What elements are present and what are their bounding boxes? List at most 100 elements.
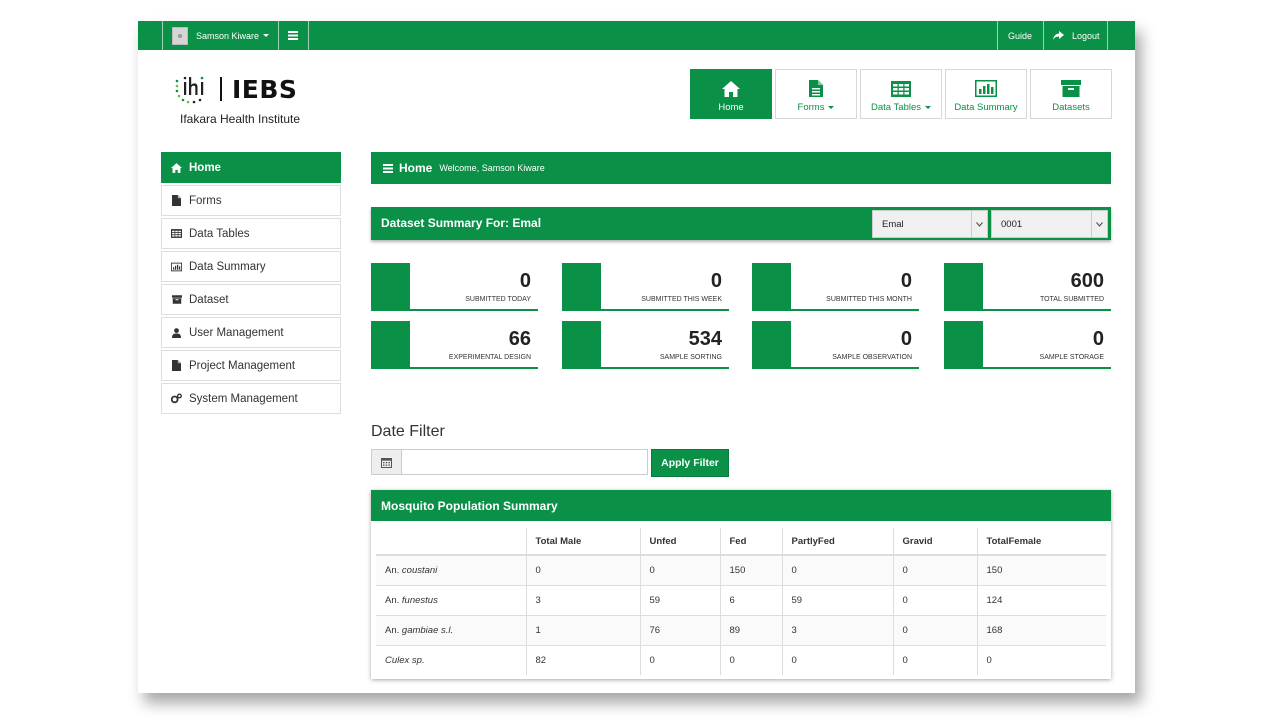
top-navbar: Samson Kiware Guide Logout: [138, 21, 1135, 50]
bar-chart-icon: [171, 261, 182, 272]
table-cell: 89: [719, 614, 782, 645]
dataset-select-value: Emal: [882, 218, 904, 230]
table-cell: 150: [976, 554, 1106, 585]
gears-icon: [171, 393, 182, 404]
tile-datasets[interactable]: Datasets: [1030, 69, 1112, 119]
table-cell: 1: [525, 614, 640, 645]
tile-forms[interactable]: Forms: [775, 69, 857, 119]
logout-link[interactable]: Logout: [1053, 21, 1100, 50]
tile-text: Data Tables: [871, 102, 921, 113]
sidebar-item-label: Dataset: [189, 293, 229, 306]
card-accent: [752, 263, 791, 311]
card-underline: [371, 309, 538, 311]
stat-label: SUBMITTED THIS MONTH: [826, 296, 912, 303]
tile-home[interactable]: Home: [690, 69, 772, 119]
tile-data-summary[interactable]: Data Summary: [945, 69, 1027, 119]
mosquito-summary-panel: Mosquito Population Summary Total Male U…: [371, 490, 1111, 679]
stat-card-total-submitted: 600 TOTAL SUBMITTED: [944, 263, 1111, 311]
stat-label: SAMPLE OBSERVATION: [832, 354, 912, 361]
home-icon: [171, 162, 182, 173]
table-cell: 0: [892, 554, 977, 585]
share-arrow-icon: [1053, 31, 1064, 40]
page-title: Home: [399, 161, 433, 175]
species: gambiae s.l.: [401, 624, 454, 636]
tile-text: Forms: [797, 102, 825, 113]
avatar: [172, 26, 188, 45]
card-accent: [371, 321, 410, 369]
table-cell: 0: [639, 554, 720, 585]
calendar-icon[interactable]: [371, 449, 402, 475]
ihi-logo: IEBS Ifakara Health Institute: [174, 73, 314, 133]
card-accent: [944, 321, 983, 369]
card-underline: [944, 309, 1111, 311]
caret-down-icon: [828, 105, 835, 109]
table-cell: 59: [639, 584, 720, 615]
user-menu[interactable]: Samson Kiware: [172, 21, 270, 50]
stat-value: 66: [508, 328, 531, 350]
app-window: Samson Kiware Guide Logout: [138, 21, 1135, 693]
divider: [997, 21, 998, 50]
stat-label: SUBMITTED TODAY: [465, 296, 531, 303]
guide-link[interactable]: Guide: [1008, 30, 1033, 41]
archive-icon: [171, 294, 182, 305]
table-cell: 0: [639, 644, 720, 675]
logo-separator: [220, 77, 222, 101]
divider: [308, 21, 309, 50]
sidebar-item-label: System Management: [189, 392, 298, 405]
species-cell: An. funestus: [376, 584, 526, 615]
document-icon: [171, 360, 182, 371]
table-cell: 0: [781, 644, 893, 675]
divider: [162, 21, 163, 50]
home-icon: [722, 81, 740, 97]
table-cell: 0: [525, 554, 640, 585]
sidebar-item-forms[interactable]: Forms: [161, 185, 341, 216]
tile-data-tables[interactable]: Data Tables: [860, 69, 942, 119]
sidebar-item-data-summary[interactable]: Data Summary: [161, 251, 341, 282]
card-underline: [944, 367, 1111, 369]
bar-chart-icon: [975, 80, 997, 97]
sidebar-item-system-management[interactable]: System Management: [161, 383, 341, 414]
menu-toggle-button[interactable]: [288, 21, 298, 50]
sidebar-item-user-management[interactable]: User Management: [161, 317, 341, 348]
table-icon: [171, 228, 182, 239]
stat-label: TOTAL SUBMITTED: [1039, 296, 1104, 303]
column-header: Total Male: [525, 528, 640, 556]
table-cell: 0: [976, 644, 1106, 675]
sidebar-item-project-management[interactable]: Project Management: [161, 350, 341, 381]
code-select[interactable]: 0001: [991, 210, 1108, 238]
table-cell: 76: [639, 614, 720, 645]
table-cell: 3: [525, 584, 640, 615]
apply-filter-button[interactable]: Apply Filter: [651, 449, 729, 477]
stat-card-sample-sorting: 534 SAMPLE SORTING: [562, 321, 729, 369]
dataset-summary-bar: Dataset Summary For: Emal Emal 0001: [371, 207, 1111, 240]
divider: [278, 21, 279, 50]
card-accent: [944, 263, 983, 311]
stat-value: 534: [688, 328, 722, 350]
column-header: Fed: [719, 528, 782, 556]
sidebar-item-dataset[interactable]: Dataset: [161, 284, 341, 315]
tile-label: Data Summary: [954, 102, 1018, 113]
column-header: TotalFemale: [976, 528, 1106, 556]
document-icon: [171, 195, 182, 206]
table-cell: 124: [976, 584, 1106, 615]
stat-card-submitted-today: 0 SUBMITTED TODAY: [371, 263, 538, 311]
table-cell: 0: [892, 644, 977, 675]
genus: An.: [385, 594, 400, 606]
column-header: PartlyFed: [781, 528, 893, 556]
table-cell: 82: [525, 644, 640, 675]
stat-label: SAMPLE STORAGE: [1039, 354, 1104, 361]
sidebar-item-home[interactable]: Home: [161, 152, 341, 183]
dataset-select[interactable]: Emal: [872, 210, 988, 238]
stat-value: 0: [519, 270, 531, 292]
brand-name: IEBS: [232, 75, 298, 104]
card-underline: [562, 309, 729, 311]
date-range-input[interactable]: [402, 449, 648, 475]
table-cell: 0: [781, 554, 893, 585]
sidebar-item-data-tables[interactable]: Data Tables: [161, 218, 341, 249]
table-cell: 0: [892, 584, 977, 615]
card-accent: [562, 263, 601, 311]
table-cell: 59: [781, 584, 893, 615]
table-cell: 3: [781, 614, 893, 645]
card-accent: [752, 321, 791, 369]
user-icon: [171, 327, 182, 338]
